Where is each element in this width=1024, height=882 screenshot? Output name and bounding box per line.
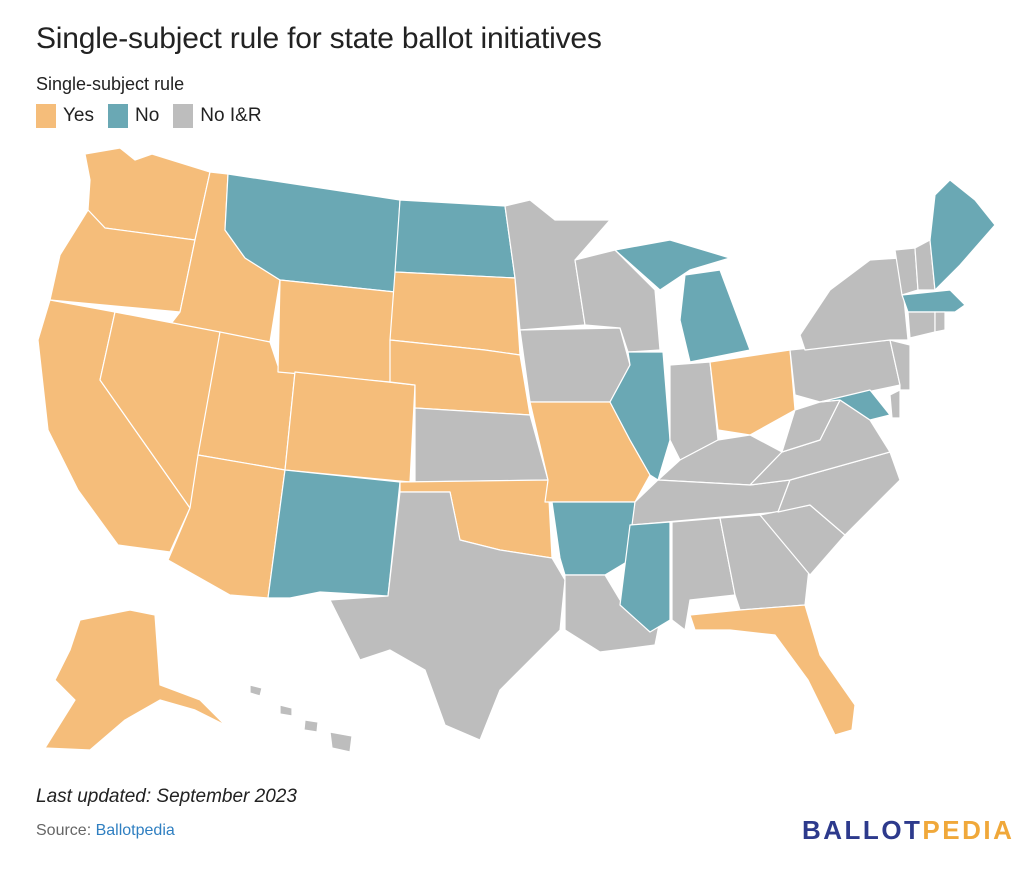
legend-label-no-ir: No I&R: [200, 105, 262, 126]
chart-title: Single-subject rule for state ballot ini…: [36, 22, 602, 55]
state-me: [929, 179, 996, 291]
last-updated: Last updated: September 2023: [36, 786, 297, 807]
state-oh: [709, 349, 796, 436]
legend-swatch-yes: [36, 104, 56, 128]
state-il: [609, 351, 671, 481]
state-tx: [329, 491, 566, 741]
state-wy: [277, 279, 396, 383]
legend-label-yes: Yes: [63, 105, 94, 126]
legend-item-yes: Yes: [36, 104, 94, 128]
legend-swatch-no-ir: [173, 104, 194, 128]
legend-swatch-no: [108, 104, 128, 128]
state-co: [284, 371, 416, 483]
source-link[interactable]: Ballotpedia: [95, 822, 175, 839]
legend-title: Single-subject rule: [36, 74, 185, 94]
state-nd: [394, 199, 516, 279]
state-nj: [889, 339, 911, 391]
legend-item-no: No: [108, 104, 159, 128]
state-ct: [907, 311, 936, 339]
ballotpedia-logo: BALLOTPEDIA: [802, 815, 1014, 846]
legend-label-no: No: [135, 105, 160, 126]
us-map: [37, 147, 996, 753]
brand-part-b: PEDIA: [922, 815, 1015, 845]
state-ak: [44, 609, 226, 751]
state-md: [819, 389, 891, 421]
brand-part-a: BALLOT: [802, 815, 923, 845]
state-ar: [551, 501, 636, 576]
legend: Yes No No I&R: [36, 104, 266, 128]
state-hi: [249, 684, 353, 753]
state-ri: [934, 311, 946, 333]
state-de: [889, 389, 901, 419]
source-prefix: Source:: [36, 822, 96, 839]
state-ms: [619, 521, 671, 633]
state-ma: [901, 289, 966, 313]
state-ks: [414, 407, 549, 483]
state-mi: [614, 239, 751, 363]
state-ia: [519, 327, 631, 403]
state-ny: [799, 257, 909, 351]
state-nm: [267, 469, 401, 599]
legend-item-no-ir: No I&R: [173, 104, 262, 128]
state-fl: [689, 604, 856, 736]
source-line: Source: Ballotpedia: [36, 822, 175, 840]
